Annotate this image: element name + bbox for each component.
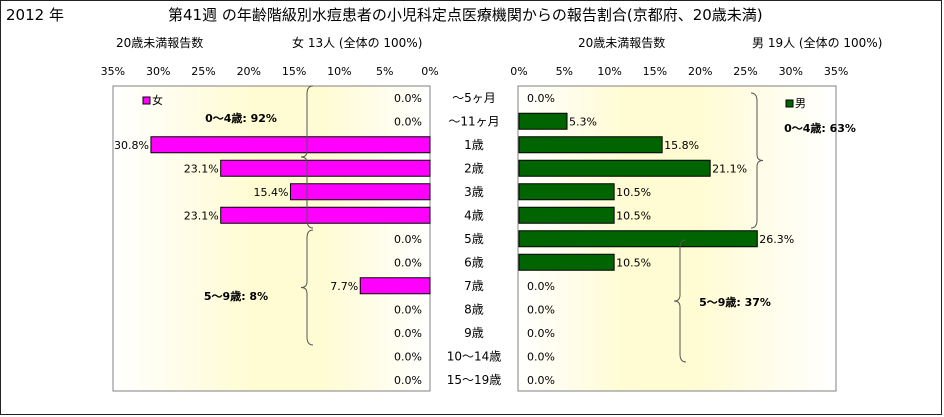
female-data-label: 0.0%: [394, 374, 422, 387]
category-label: ～5ヶ月: [452, 91, 496, 105]
male-bar: [518, 136, 663, 154]
male-data-label: 10.5%: [616, 209, 651, 222]
male-data-label: 10.5%: [616, 256, 651, 269]
female-annotation-5-9: 5～9歳: 8%: [204, 289, 268, 303]
male-bar: [518, 253, 615, 271]
female-x-tick: 0%: [421, 65, 438, 78]
category-label: ～11ヶ月: [448, 114, 499, 128]
female-data-label: 30.8%: [114, 139, 149, 152]
male-annotation-0-4: 0～4歳: 63%: [784, 121, 856, 135]
female-legend-swatch: [142, 96, 151, 105]
category-label: 1歳: [464, 138, 484, 152]
male-bar: [518, 206, 615, 224]
page-title: 第41週 の年齢階級別水痘患者の小児科定点医療機関からの報告割合(京都府、20歳…: [168, 6, 763, 24]
female-x-tick: 10%: [327, 65, 351, 78]
category-label: 4歳: [464, 208, 484, 222]
female-data-label: 0.0%: [394, 327, 422, 340]
female-bar: [150, 136, 431, 154]
male-x-tick: 5%: [556, 65, 573, 78]
female-x-tick: 30%: [146, 65, 170, 78]
male-legend-swatch: [785, 99, 794, 108]
category-label: 7歳: [464, 279, 484, 293]
category-label: 8歳: [464, 302, 484, 316]
female-bar: [220, 159, 431, 177]
female-brace-5-9: [300, 229, 314, 346]
male-bar: [518, 112, 568, 130]
female-x-tick: 20%: [237, 65, 261, 78]
male-data-label: 10.5%: [616, 186, 651, 199]
male-bar: [518, 183, 615, 201]
female-data-label: 0.0%: [394, 350, 422, 363]
female-data-label: 15.4%: [254, 186, 289, 199]
female-brace-0-4: [300, 85, 314, 229]
female-data-label: 0.0%: [394, 115, 422, 128]
female-bar: [289, 183, 431, 201]
male-data-label: 15.8%: [664, 139, 699, 152]
female-data-label: 0.0%: [394, 256, 422, 269]
female-data-label: 23.1%: [184, 162, 219, 175]
female-x-tick: 35%: [101, 65, 125, 78]
male-annotation-5-9: 5～9歳: 37%: [699, 295, 771, 309]
female-summary: 女 13人 (全体の 100%): [292, 36, 423, 50]
male-brace-5-9: [673, 239, 687, 363]
female-x-tick: 15%: [282, 65, 306, 78]
male-x-tick: 20%: [688, 65, 712, 78]
female-legend-label: 女: [152, 93, 163, 107]
female-data-label: 0.0%: [394, 233, 422, 246]
female-plot-area: [112, 85, 431, 392]
category-label: 10～14歳: [447, 349, 502, 363]
category-label: 6歳: [464, 255, 484, 269]
male-summary: 男 19人 (全体の 100%): [752, 36, 883, 50]
female-data-label: 0.0%: [394, 92, 422, 105]
category-label: 2歳: [464, 161, 484, 175]
male-data-label: 26.3%: [759, 233, 794, 246]
male-x-tick: 25%: [733, 65, 757, 78]
male-data-label: 0.0%: [527, 350, 555, 363]
female-data-label: 0.0%: [394, 303, 422, 316]
male-bar: [518, 159, 711, 177]
male-x-tick: 35%: [824, 65, 848, 78]
female-x-tick: 25%: [191, 65, 215, 78]
male-data-label: 5.3%: [569, 115, 597, 128]
male-data-label: 0.0%: [527, 92, 555, 105]
male-data-label: 0.0%: [527, 280, 555, 293]
year-label: 2012 年: [6, 6, 64, 24]
female-subtitle: 20歳未満報告数: [116, 36, 204, 50]
male-subtitle: 20歳未満報告数: [578, 36, 666, 50]
female-annotation-0-4: 0～4歳: 92%: [205, 111, 277, 125]
male-x-tick: 0%: [510, 65, 527, 78]
category-label: 5歳: [464, 232, 484, 246]
female-data-label: 7.7%: [330, 280, 358, 293]
male-data-label: 0.0%: [527, 303, 555, 316]
male-legend-label: 男: [795, 97, 806, 110]
female-data-label: 23.1%: [184, 209, 219, 222]
male-data-label: 0.0%: [527, 374, 555, 387]
male-x-tick: 15%: [643, 65, 667, 78]
male-x-tick: 10%: [597, 65, 621, 78]
category-label: 3歳: [464, 185, 484, 199]
female-bar: [220, 206, 431, 224]
category-label: 15～19歳: [447, 373, 502, 387]
male-data-label: 21.1%: [712, 162, 747, 175]
female-x-tick: 5%: [376, 65, 393, 78]
male-brace-0-4: [750, 92, 764, 229]
category-label: 9歳: [464, 326, 484, 340]
female-bar: [359, 277, 431, 295]
male-data-label: 0.0%: [527, 327, 555, 340]
male-bar: [518, 230, 758, 248]
male-x-tick: 30%: [779, 65, 803, 78]
